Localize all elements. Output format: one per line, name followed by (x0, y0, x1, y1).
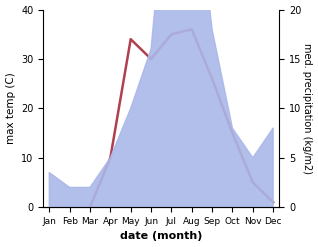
Y-axis label: med. precipitation (kg/m2): med. precipitation (kg/m2) (302, 43, 313, 174)
X-axis label: date (month): date (month) (120, 231, 203, 242)
Y-axis label: max temp (C): max temp (C) (5, 72, 16, 144)
